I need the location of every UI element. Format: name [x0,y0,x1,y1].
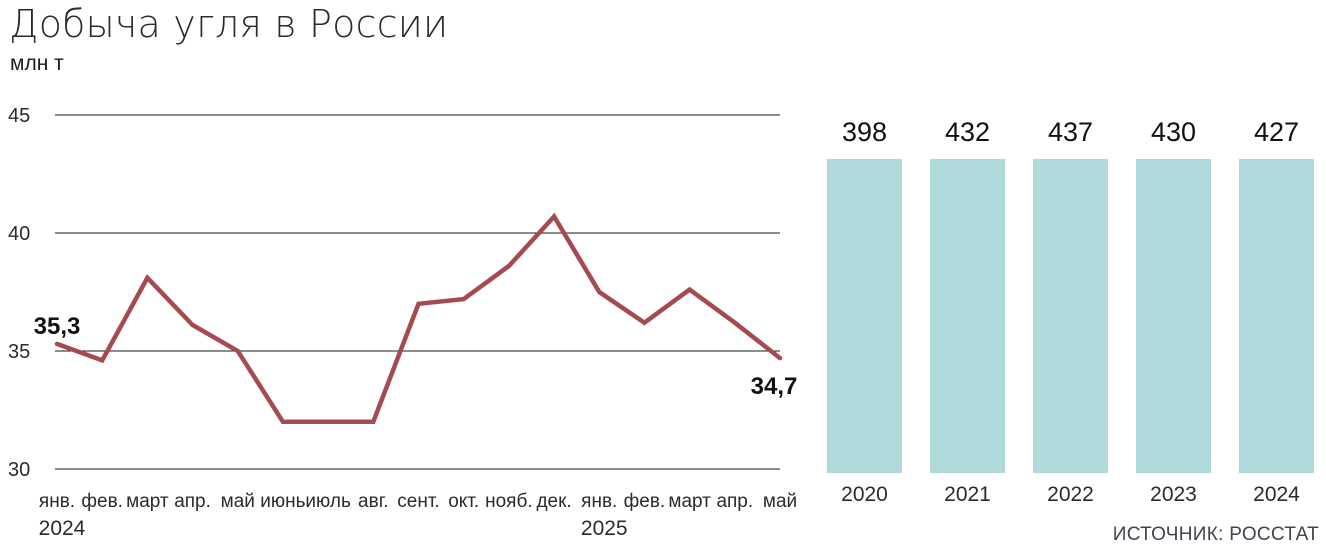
bar [1136,159,1211,473]
x-tick-label: нояб. [485,491,533,512]
x-tick-label: март [668,491,711,512]
x-tick-label: авг. [358,491,389,512]
bar [1033,159,1108,473]
x-tick-label: июнь [260,491,305,512]
bar-column: 437 [1033,119,1108,473]
y-tick-label: 30 [8,459,30,481]
bar-column: 430 [1136,119,1211,473]
x-tick-label: апр. [716,491,753,512]
x-year-label: 2025 [581,517,628,540]
bar [827,159,902,473]
x-tick-label: сент. [397,491,439,512]
bar-chart-x-axis: 2020 2021 2022 2023 2024 [827,483,1314,507]
x-tick-label: фев. [624,491,666,512]
bar-value-label: 432 [944,117,991,147]
y-tick-label: 40 [8,223,30,245]
x-tick-label: фев. [81,491,123,512]
x-tick-label: март [126,491,169,512]
source-label: ИСТОЧНИК: РОССТАТ [1112,524,1319,545]
bar-year-label: 2023 [1150,483,1197,506]
x-tick-label: янв. [581,491,617,512]
x-tick-label: дек. [536,491,571,512]
bar-value-label: 430 [1150,117,1197,147]
x-tick-label: окт. [448,491,479,512]
bar-value-label: 427 [1253,117,1300,147]
bar-column: 398 [827,119,902,473]
bar-year-label: 2021 [944,483,991,506]
page-title: Добыча угля в России [9,2,449,46]
bar [1239,159,1314,473]
x-year-label: 2024 [39,517,86,540]
point-label: 35,3 [34,313,81,340]
y-tick-label: 45 [8,105,30,127]
x-tick-label: май [763,491,797,512]
unit-label: млн т [10,52,64,75]
bar-column: 432 [930,119,1005,473]
x-tick-label: янв. [39,491,75,512]
bar [930,159,1005,473]
point-label: 34,7 [751,373,798,400]
y-tick-label: 35 [8,341,30,363]
x-tick-label: май [221,491,255,512]
bar-value-label: 398 [841,117,888,147]
line-series [54,212,783,425]
bar-year-label: 2020 [841,483,888,506]
x-tick-label: апр. [174,491,211,512]
bar-column: 427 [1239,119,1314,473]
bar-value-label: 437 [1047,117,1094,147]
x-tick-label: июль [305,491,351,512]
bar-year-label: 2022 [1047,483,1094,506]
bar-chart: 398 432 437 430 427 [827,119,1314,473]
bar-year-label: 2024 [1253,483,1300,506]
